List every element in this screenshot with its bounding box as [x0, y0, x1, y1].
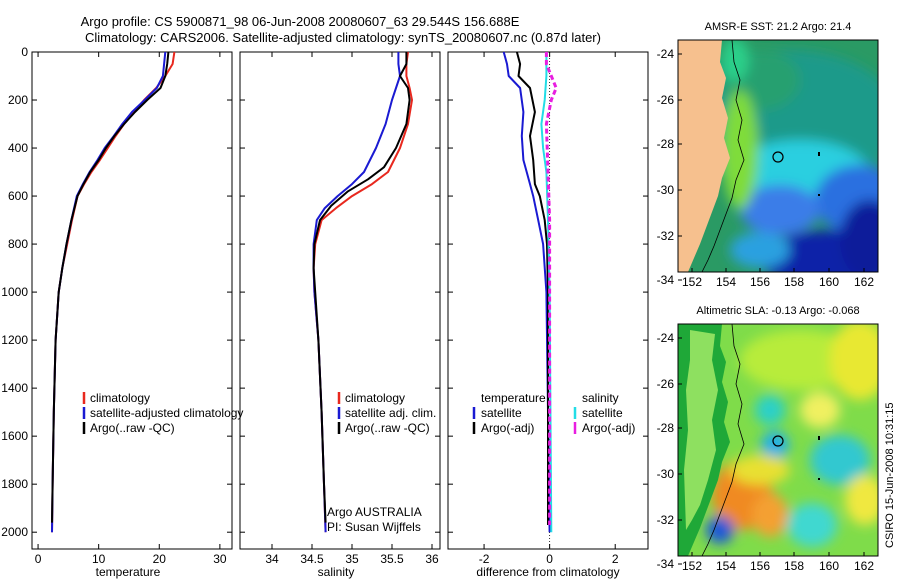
salinity-profile-xtick-label: 35.5 [380, 552, 404, 566]
depth-tick-label: 0 [21, 45, 28, 59]
sla-map-frame [677, 323, 879, 557]
temperature-panel-frame [31, 51, 233, 550]
legend-satellite-label: satellite-adjusted climatology [90, 406, 243, 420]
temperature-profile-xtick-label: 0 [35, 552, 42, 566]
sla-map [678, 324, 878, 556]
depth-tick-label: 1400 [1, 381, 28, 395]
sla-land-highlands [684, 330, 718, 530]
legend-climatology-label: climatology [90, 391, 150, 405]
sst-map-lat-label: -34 [657, 273, 675, 287]
difference-profile-series-salinity-satellite [540, 52, 553, 533]
salinity-profile-xtick-label: 34 [265, 552, 279, 566]
legend-argo-label: Argo(..raw -QC) [345, 421, 430, 435]
sst-map-title: AMSR-E SST: 21.2 Argo: 21.4 [705, 21, 852, 33]
salinity-panel-frame [239, 51, 441, 550]
depth-tick-label: 2000 [1, 525, 28, 539]
salinity-axis-label: salinity [318, 565, 355, 579]
sla-map-lon-label: 152 [682, 559, 702, 573]
sla-map-lon-label: 154 [716, 559, 736, 573]
sst-map-lat-label: -28 [657, 137, 675, 151]
sst-coast-shelf [701, 40, 745, 272]
title-line-2: Climatology: CARS2006. Satellite-adjuste… [85, 30, 601, 45]
difference-profile-xtick-label: 2 [612, 552, 619, 566]
sst-map-lon-label: 162 [854, 275, 874, 289]
temperature-profile-series-argo-raw-qc- [51, 51, 170, 523]
legend-temp-argo-label: Argo(-adj) [481, 421, 534, 435]
credit-stamp: CSIRO 15-Jun-2008 10:31:15 [884, 402, 896, 548]
sla-map-lat-label: -24 [657, 331, 675, 345]
salinity-profile-xtick-label: 36 [425, 552, 439, 566]
temperature-profile-xtick-label: 10 [92, 552, 106, 566]
sst-map-lat-label: -32 [657, 229, 675, 243]
sla-map-lat-label: -32 [657, 513, 675, 527]
legend-argo-label: Argo(..raw -QC) [90, 421, 175, 435]
sla-map-lat-label: -34 [657, 557, 675, 571]
depth-tick-label: 800 [8, 237, 28, 251]
temperature-profile-xtick-label: 20 [153, 552, 167, 566]
legend-satellite-label: satellite adj. clim. [345, 406, 436, 420]
temperature-profile-xtick-label: 30 [213, 552, 227, 566]
depth-tick-label: 1000 [1, 285, 28, 299]
sst-map-lon-label: 158 [784, 275, 804, 289]
pi-annotation: PI: Susan Wijffels [327, 520, 421, 534]
sla-argo-marker [772, 435, 784, 447]
temperature-legend: climatology satellite-adjusted climatolo… [82, 391, 243, 435]
sla-coast-shelf [701, 324, 745, 556]
sst-map-lon-label: 152 [682, 275, 702, 289]
depth-tick-label: 1200 [1, 333, 28, 347]
difference-legend: temperature salinity satellite Argo(-adj… [472, 391, 635, 435]
legend-climatology-label: climatology [345, 391, 405, 405]
sst-map-frame [677, 39, 879, 273]
legend-salinity-header: salinity [582, 391, 619, 405]
salinity-profile-xtick-label: 35 [345, 552, 359, 566]
sst-map-lon-label: 156 [750, 275, 770, 289]
depth-tick-label: 400 [8, 141, 28, 155]
legend-temperature-header: temperature [481, 391, 546, 405]
salinity-legend: climatology satellite adj. clim. Argo(..… [337, 391, 436, 435]
sla-map-lat-label: -28 [657, 421, 675, 435]
legend-sal-satellite-label: satellite [582, 406, 623, 420]
salinity-profile-xtick-label: 34.5 [300, 552, 324, 566]
difference-profile-series-temperature-argo-adj- [515, 51, 549, 525]
difference-profile-xtick-label: 0 [546, 552, 553, 566]
difference-profile-xtick-label: -2 [479, 552, 490, 566]
depth-tick-label: 1800 [1, 477, 28, 491]
sla-map-title: Altimetric SLA: -0.13 Argo: -0.068 [696, 305, 859, 317]
salinity-profile-series-argo-raw-qc- [312, 52, 411, 523]
sla-map-lon-label: 158 [784, 559, 804, 573]
sla-map-lat-label: -26 [657, 377, 675, 391]
difference-profile-series-temperature-satellite [502, 51, 551, 533]
sla-map-lat-label: -30 [657, 467, 675, 481]
sst-map-lat-label: -26 [657, 93, 675, 107]
difference-profile-series-salinity-argo-adj- [544, 52, 558, 525]
sla-map-lon-label: 162 [854, 559, 874, 573]
sst-map-lon-label: 154 [716, 275, 736, 289]
depth-tick-label: 600 [8, 189, 28, 203]
title-line-1: Argo profile: CS 5900871_98 06-Jun-2008 … [81, 14, 520, 29]
difference-axis-label: difference from climatology [476, 565, 619, 579]
depth-tick-label: 1600 [1, 429, 28, 443]
sla-map-lon-label: 156 [750, 559, 770, 573]
legend-sal-argo-label: Argo(-adj) [582, 421, 635, 435]
sst-map-lat-label: -24 [657, 47, 675, 61]
sst-map [678, 40, 878, 272]
sst-map-lat-label: -30 [657, 183, 675, 197]
sst-map-lon-label: 160 [819, 275, 839, 289]
sst-argo-marker [772, 151, 784, 163]
argo-program-annotation: Argo AUSTRALIA [327, 505, 422, 519]
sla-map-lon-label: 160 [819, 559, 839, 573]
legend-temp-satellite-label: satellite [481, 406, 522, 420]
temperature-axis-label: temperature [96, 565, 161, 579]
sst-land [678, 40, 730, 272]
depth-tick-label: 200 [8, 93, 28, 107]
